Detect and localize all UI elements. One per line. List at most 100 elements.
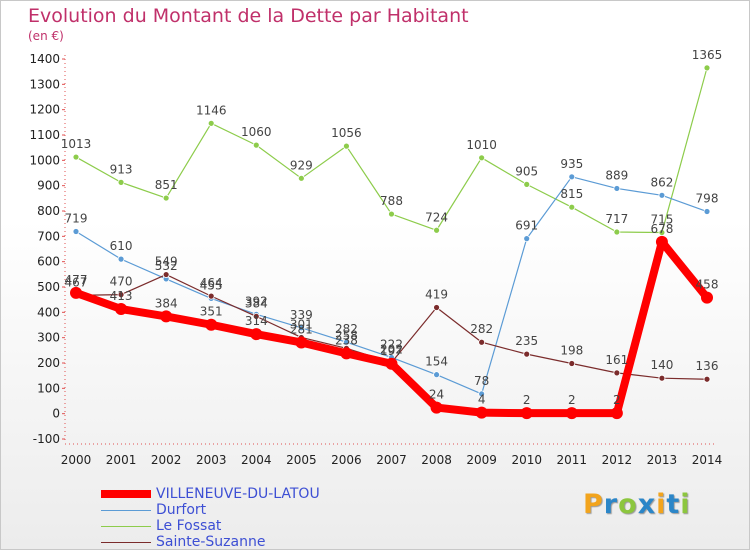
y-tick-label: 1000	[29, 153, 60, 167]
data-point	[701, 291, 713, 304]
data-label: 281	[290, 322, 313, 336]
data-label: 2	[523, 393, 531, 407]
legend-swatch-villeneuve-du-latou	[101, 490, 151, 498]
data-point	[475, 406, 488, 419]
data-point	[252, 312, 260, 320]
data-label: 691	[515, 219, 538, 233]
y-tick-label: 1100	[29, 128, 60, 142]
legend-label-le-fossat: Le Fossat	[156, 518, 222, 534]
y-tick-label: 200	[37, 356, 60, 370]
data-label: 467	[65, 275, 88, 289]
proxiti-logo: Proxiti	[583, 489, 691, 520]
data-point	[160, 310, 173, 323]
data-label: 862	[650, 175, 673, 189]
data-label: 136	[696, 359, 719, 373]
data-label: 532	[155, 259, 178, 273]
data-label: 419	[425, 288, 448, 302]
data-point	[523, 235, 531, 243]
data-point	[568, 360, 576, 367]
x-tick-label: 2002	[151, 453, 182, 467]
data-point	[250, 328, 263, 341]
data-label: 78	[474, 374, 489, 388]
y-tick-label: 1400	[29, 52, 60, 66]
x-tick-label: 2013	[647, 453, 678, 467]
data-point	[478, 338, 486, 346]
data-point	[72, 153, 80, 161]
x-tick-label: 2004	[241, 453, 272, 467]
legend-label-sainte-suzanne: Sainte-Suzanne	[156, 534, 266, 550]
data-point	[520, 407, 533, 420]
data-point	[385, 357, 398, 370]
data-point	[297, 174, 305, 182]
data-label: 715	[650, 213, 673, 227]
x-tick-label: 2012	[602, 453, 633, 467]
data-label: 238	[335, 333, 358, 347]
data-label: 455	[200, 278, 223, 292]
data-point	[72, 228, 80, 235]
data-point	[568, 203, 576, 211]
data-point	[478, 390, 486, 398]
data-point	[610, 407, 623, 420]
data-point	[297, 324, 305, 332]
data-point	[70, 286, 82, 299]
logo-letter: t	[666, 489, 681, 520]
data-point	[388, 210, 395, 218]
data-point	[655, 235, 668, 248]
x-tick-label: 2003	[196, 453, 227, 467]
data-point	[478, 154, 486, 162]
data-label: 413	[110, 289, 133, 303]
data-label: 140	[650, 358, 673, 372]
data-label: 258	[335, 328, 358, 342]
data-label: 724	[425, 210, 448, 224]
data-label: 339	[290, 308, 313, 322]
data-point	[613, 369, 621, 377]
data-label: 788	[380, 194, 403, 208]
data-point	[433, 226, 440, 234]
y-tick-label: 1300	[29, 77, 60, 91]
data-label: 929	[290, 158, 313, 172]
data-label: 678	[650, 222, 673, 236]
data-label: 815	[560, 187, 583, 201]
data-label: 477	[65, 273, 88, 287]
data-point	[162, 271, 170, 278]
data-label: 1060	[241, 125, 272, 139]
data-label: 154	[425, 355, 448, 369]
legend-label-durfort: Durfort	[156, 502, 207, 518]
data-point	[433, 371, 440, 379]
data-label: 1056	[331, 126, 362, 140]
data-label: 851	[155, 178, 178, 192]
data-point	[658, 191, 666, 199]
data-point	[565, 407, 578, 420]
data-label: 2	[613, 393, 621, 407]
data-point	[117, 291, 125, 299]
y-tick-label: 700	[37, 229, 60, 243]
legend-swatch-le-fossat	[101, 526, 151, 527]
x-tick-label: 2008	[421, 453, 452, 467]
data-point	[658, 374, 666, 382]
x-tick-label: 2000	[61, 453, 92, 467]
data-point	[252, 141, 260, 149]
y-tick-label: -100	[33, 432, 60, 446]
data-point	[340, 347, 353, 360]
data-label: 222	[380, 337, 403, 351]
data-point	[117, 255, 125, 263]
data-label: 351	[200, 305, 223, 319]
data-label: 392	[245, 294, 268, 308]
data-label: 717	[605, 212, 628, 226]
data-point	[703, 375, 711, 383]
data-label: 161	[605, 353, 628, 367]
x-tick-label: 2007	[376, 453, 407, 467]
data-label: 384	[155, 296, 178, 310]
data-point	[703, 208, 711, 215]
data-point	[433, 304, 440, 311]
x-tick-label: 2006	[331, 453, 362, 467]
y-tick-label: 600	[37, 255, 60, 269]
x-tick-label: 2005	[286, 453, 317, 467]
data-point	[205, 318, 218, 331]
x-tick-label: 2014	[692, 453, 723, 467]
logo-letter: i	[656, 489, 667, 520]
data-point	[430, 401, 443, 414]
data-label: 798	[696, 192, 719, 206]
